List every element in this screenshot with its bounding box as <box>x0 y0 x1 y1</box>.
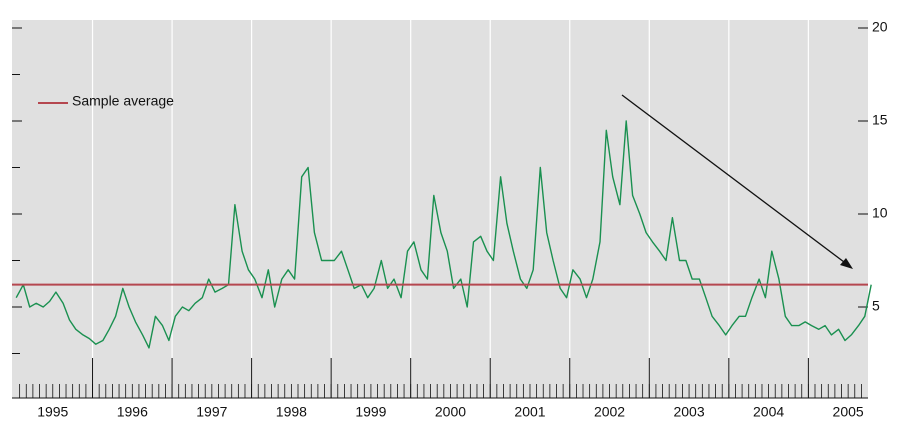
x-tick-label: 2004 <box>753 404 784 420</box>
x-tick-label: 1999 <box>355 404 386 420</box>
x-tick-label: 1995 <box>37 404 68 420</box>
y-tick-label: 15 <box>872 112 888 128</box>
x-tick-label: 1996 <box>117 404 148 420</box>
plot-area <box>12 20 868 398</box>
x-tick-label: 2003 <box>673 404 704 420</box>
x-tick-label: 2001 <box>514 404 545 420</box>
y-tick-label: 10 <box>872 205 888 221</box>
trend-arrow <box>621 94 849 266</box>
arrow-head <box>840 258 853 269</box>
x-tick-label: 2000 <box>435 404 466 420</box>
x-tick-label: 1998 <box>276 404 307 420</box>
x-tick-label: 1997 <box>196 404 227 420</box>
x-tick-label: 2002 <box>594 404 625 420</box>
legend-label: Sample average <box>72 93 174 109</box>
y-tick-label: 5 <box>872 298 880 314</box>
x-tick-label: 2005 <box>833 404 864 420</box>
y-tick-label: 20 <box>872 19 888 35</box>
series-line <box>15 120 872 349</box>
